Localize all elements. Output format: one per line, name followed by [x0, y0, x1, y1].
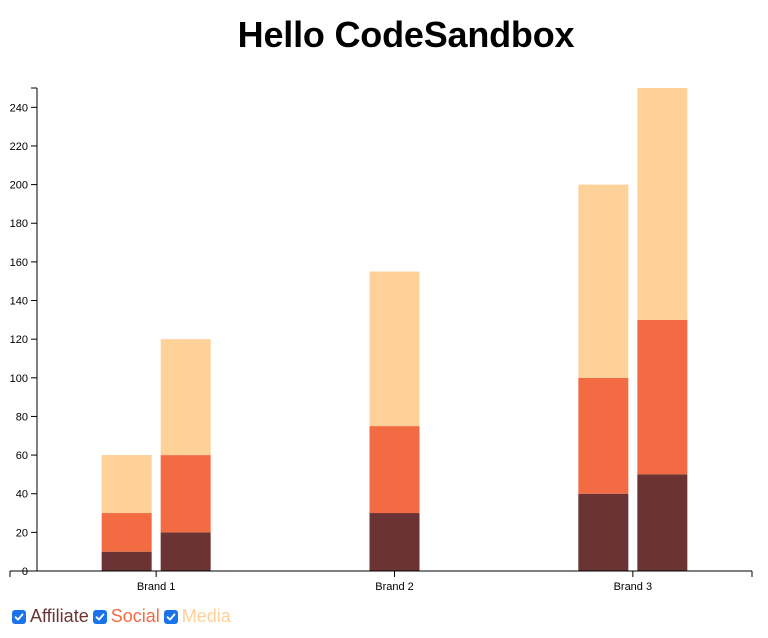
x-axis: Brand 1 Brand 2 Brand 3	[9, 570, 753, 593]
bar-segment-social	[578, 377, 629, 494]
x-tick-label: Brand 1	[137, 581, 176, 593]
bar-segment-affiliate	[101, 551, 152, 571]
y-tick-label: 160	[10, 257, 28, 269]
x-tick-label: Brand 2	[375, 581, 414, 593]
y-tick-label: 60	[16, 450, 28, 462]
y-tick-label: 40	[16, 489, 28, 501]
check-icon	[166, 613, 176, 620]
check-icon	[14, 613, 24, 620]
legend-label-social: Social	[110, 606, 160, 626]
y-tick-label: 0	[22, 566, 28, 578]
y-tick-label: 180	[10, 218, 28, 230]
y-tick-label: 120	[10, 334, 28, 346]
legend-item-affiliate[interactable]: Affiliate	[12, 606, 89, 627]
stacked-bar-chart: 0 20 40 60 80 100 120 140 160 180 200 220 240 Brand …	[9, 87, 753, 593]
legend-item-media[interactable]: Media	[163, 606, 231, 627]
bar-segment-affiliate	[637, 474, 688, 571]
social-checkbox[interactable]	[92, 609, 107, 624]
y-tick-label: 140	[10, 296, 28, 308]
y-tick-label: 80	[16, 411, 28, 423]
y-tick-label: 200	[10, 180, 28, 192]
check-icon	[95, 613, 105, 620]
y-tick-label: 100	[10, 373, 28, 385]
bar-segment-affiliate	[578, 493, 629, 571]
y-tick-label: 220	[10, 141, 28, 153]
legend-label-media: Media	[181, 606, 231, 626]
bar-segment-affiliate	[160, 532, 211, 571]
y-tick-label: 20	[16, 527, 28, 539]
bar-segment-media	[160, 339, 211, 456]
y-tick-label: 240	[10, 102, 28, 114]
chart-area: 0 20 40 60 80 100 120 140 160 180 200 220 240 Brand …	[9, 87, 753, 593]
bar-segment-media	[101, 455, 152, 514]
bar-segment-affiliate	[369, 513, 420, 571]
bar-segment-media	[578, 184, 629, 378]
x-tick-label: Brand 3	[614, 581, 653, 593]
media-checkbox[interactable]	[163, 609, 178, 624]
legend: Affiliate Social Media	[12, 606, 235, 627]
bar-segment-social	[637, 319, 688, 475]
bar-segment-social	[369, 426, 420, 514]
page-title: Hello CodeSandbox	[237, 14, 575, 55]
bars-layer	[101, 88, 688, 571]
y-axis: 0 20 40 60 80 100 120 140 160 180 200 220 240	[10, 87, 38, 578]
legend-label-affiliate: Affiliate	[30, 606, 89, 626]
bar-segment-social	[101, 513, 152, 552]
bar-segment-media	[637, 88, 688, 320]
affiliate-checkbox[interactable]	[12, 609, 26, 624]
bar-segment-media	[369, 271, 420, 427]
legend-item-social[interactable]: Social	[92, 606, 160, 627]
bar-segment-social	[160, 455, 211, 533]
